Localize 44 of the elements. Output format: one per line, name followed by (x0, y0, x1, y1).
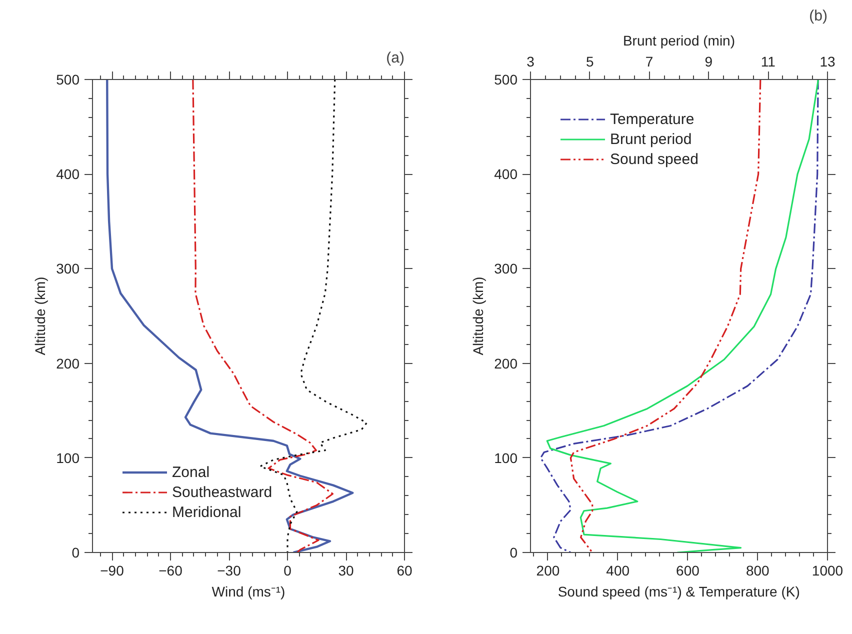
x2-tick-label: 11 (760, 54, 776, 70)
line-series (106, 80, 354, 552)
x-tick-label: 1000 (812, 562, 844, 578)
y-axis-title: Altitude (km) (32, 276, 48, 356)
y-tick-label: 300 (56, 260, 80, 277)
y-tick-label: 200 (494, 355, 518, 372)
legend-label: Meridional (172, 504, 242, 520)
y-tick-label: 300 (494, 260, 518, 277)
x-tick-label: 30 (338, 562, 354, 578)
x-tick-label: −30 (217, 562, 242, 578)
y-tick-label: 500 (494, 72, 518, 88)
x-tick-label: 800 (746, 562, 770, 578)
x2-tick-label: 5 (586, 54, 594, 70)
y-tick-label: 500 (56, 72, 80, 88)
legend-label: Brunt period (610, 130, 692, 148)
chart-title: (b) (809, 8, 828, 24)
x-tick-label: 60 (396, 562, 412, 578)
legend-label: Sound speed (610, 150, 698, 168)
x2-tick-label: 3 (526, 54, 535, 70)
x-axis-title: Wind (ms⁻¹) (212, 584, 286, 600)
legend-label: Zonal (172, 464, 210, 480)
y-tick-label: 0 (72, 544, 80, 560)
x2-tick-label: 9 (704, 54, 713, 70)
y-tick-label: 100 (494, 450, 518, 466)
legend-label: Temperature (610, 110, 694, 128)
x2-axis-title: Brunt period (min) (622, 32, 736, 48)
x-tick-label: 0 (284, 562, 292, 578)
y-tick-label: 400 (56, 166, 80, 182)
legend-label: Southeastward (172, 484, 272, 500)
chart-title: (a) (386, 50, 405, 66)
x2-tick-label: 13 (820, 54, 836, 70)
y-tick-label: 200 (56, 355, 80, 372)
y-tick-label: 0 (510, 544, 518, 560)
x2-tick-label: 7 (645, 54, 654, 70)
y-axis-title: Altitude (km) (470, 276, 486, 356)
x-axis-title: Sound speed (ms⁻¹) & Temperature (K) (558, 584, 800, 600)
y-tick-label: 400 (494, 166, 518, 182)
x-tick-label: 200 (536, 562, 560, 578)
x-tick-label: 400 (606, 562, 630, 578)
y-tick-label: 100 (56, 450, 80, 466)
x-tick-label: −60 (158, 562, 183, 578)
x-tick-label: −90 (100, 562, 124, 578)
x-tick-label: 600 (676, 562, 700, 578)
line-series (570, 80, 762, 552)
